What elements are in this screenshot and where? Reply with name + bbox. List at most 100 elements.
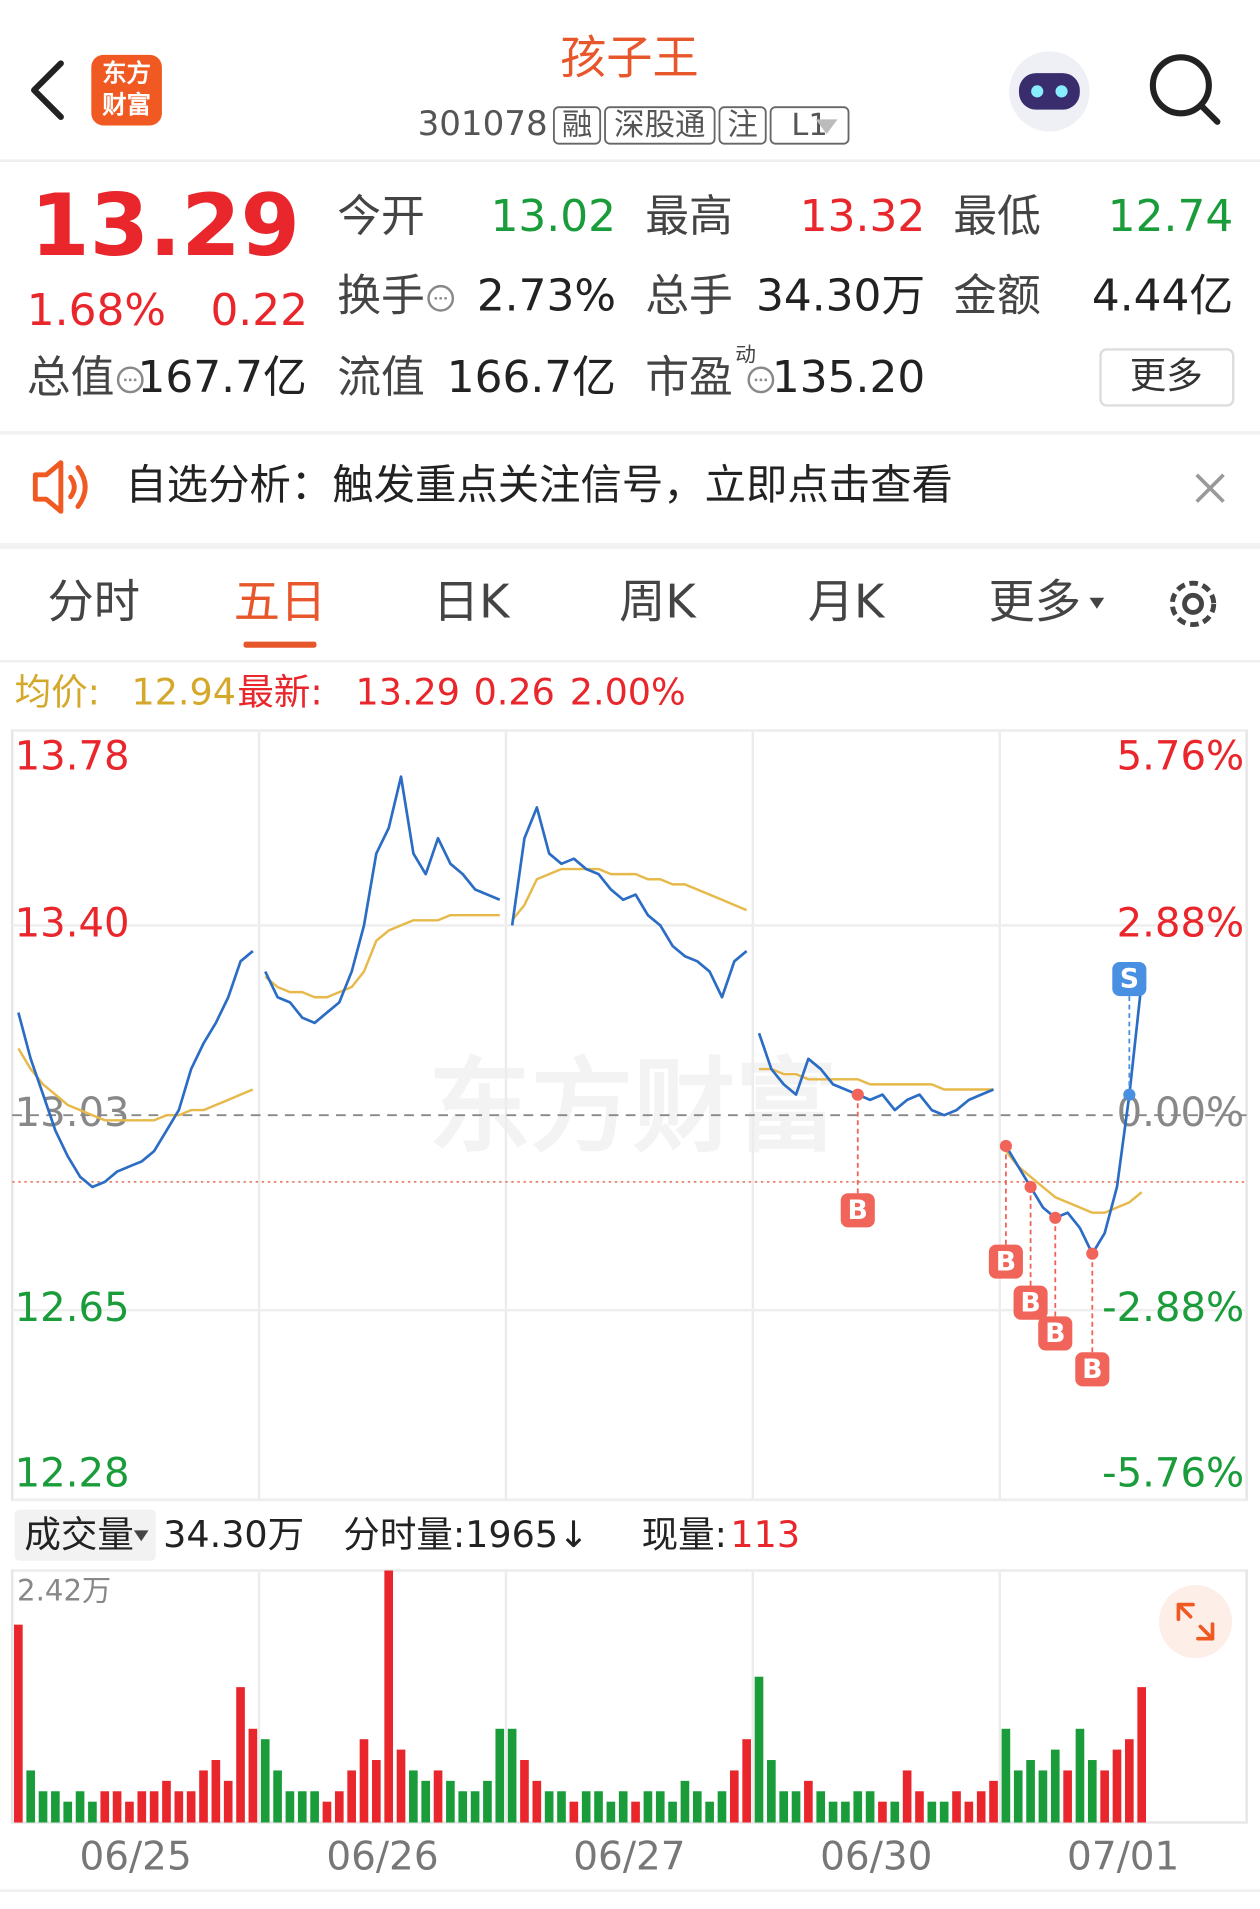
y-tick-label: 12.28 [15,1451,130,1497]
volume-bar [927,1801,937,1823]
last-change: 0.26 [474,670,555,713]
volume-bar [729,1770,739,1823]
search-button[interactable] [1149,54,1221,125]
volume-bar [742,1739,751,1823]
stat-label: 今开 [337,191,425,242]
signal-dot [999,1139,1012,1153]
more-label: 更多 [1130,354,1203,397]
badge-box [553,106,602,145]
signal-dot [1024,1180,1037,1194]
avatar-face [1018,73,1080,110]
volume-bar [804,1780,813,1823]
volume-bar [680,1780,690,1823]
volume-bar [878,1801,887,1823]
logo-text: 东方 [102,58,151,87]
signal-box [840,1193,875,1228]
avg-value: 12.94 [131,670,236,713]
tab[interactable]: 日K [433,575,511,629]
assistant-avatar[interactable] [1009,51,1090,132]
volume-bar [902,1770,912,1823]
signal-dot [1123,1088,1136,1101]
stat-value: 34.30万 [756,270,925,321]
more-button[interactable]: 更多 [1099,348,1235,407]
stock-code: 301078 [418,104,548,144]
pct-label: -2.88% [1102,1285,1244,1331]
signal-label: B [848,1195,868,1226]
volume-bar [483,1780,492,1823]
y-tick-label: 12.65 [15,1285,130,1331]
volume-bar [1075,1728,1085,1823]
stat-label: 最高 [645,191,733,242]
signal-dot [851,1088,864,1101]
stat-label: 最低 [953,191,1041,242]
volume-bar [544,1791,554,1823]
volume-bar [557,1791,566,1823]
tab[interactable]: 五日 [234,575,327,629]
change: 0.22 [210,285,308,336]
volume-frame [10,1569,1248,1824]
tab[interactable]: 分时 [47,575,140,629]
volume-bar [791,1791,801,1823]
signal-dot [1049,1211,1062,1224]
back-button[interactable] [31,60,64,120]
tab[interactable]: 更多 [989,575,1082,629]
volume-bar [1001,1728,1011,1823]
stat-value: 4.44亿 [1092,270,1233,321]
stock-name: 孩子王 [560,30,699,84]
volume-bar [186,1791,196,1823]
y-tick-label: 13.40 [15,900,130,946]
volume-bar [38,1791,48,1823]
close-button[interactable] [1195,473,1225,503]
expand-icon [1176,1602,1215,1641]
volume-bar [915,1791,924,1823]
last-value: 13.29 [355,670,460,713]
tab-dropdown [1089,597,1105,609]
volume-bar [606,1801,616,1823]
price-line [264,775,501,1025]
volume-bar [717,1791,727,1823]
stat-label: 换手 [337,270,425,321]
avg-line [1004,1150,1143,1214]
badge: 融 [562,108,592,143]
tab[interactable]: 月K [808,575,886,629]
back-icon [31,60,64,120]
more-box [1099,348,1235,407]
stat-label: 总手 [645,270,733,321]
volume-bar [248,1728,258,1823]
volume-bar [347,1770,356,1823]
avatar-eye [1031,85,1044,98]
volume-bar [137,1791,147,1823]
avg-line [511,867,748,922]
badge-box [769,106,850,145]
tab[interactable]: 周K [619,575,697,629]
stat-value: 2.73% [477,270,616,321]
expand-button[interactable] [1158,1585,1232,1659]
volume-bar [1063,1770,1072,1823]
volume-bar [384,1570,393,1823]
volume-bar [470,1791,480,1823]
volume-bar [112,1791,122,1823]
volume-bar [594,1791,603,1823]
badge: 注 [727,108,757,143]
signal-box [1038,1316,1073,1351]
stat-value: 13.32 [800,191,925,242]
volume-bar [162,1780,171,1823]
signal-label: B [996,1246,1016,1277]
volume-bar [149,1791,159,1823]
current-volume: 113 [730,1513,800,1556]
banner[interactable]: 自选分析：触发重点关注信号，立即点击查看 [32,460,953,514]
y-tick-label: 13.78 [15,734,130,780]
volume-total: 34.30万 [163,1513,304,1556]
volume-bar [26,1770,36,1823]
volume-bar [125,1801,134,1823]
settings-button[interactable] [1169,580,1217,628]
volume-bar [100,1791,110,1823]
volume-bar [421,1780,431,1823]
volume-bar [372,1760,381,1823]
volume-selector[interactable] [14,1509,156,1561]
volume-bar [1013,1770,1023,1823]
info-icon [116,366,144,394]
dropdown-arrow[interactable] [815,119,838,134]
volume-bar [631,1801,640,1823]
